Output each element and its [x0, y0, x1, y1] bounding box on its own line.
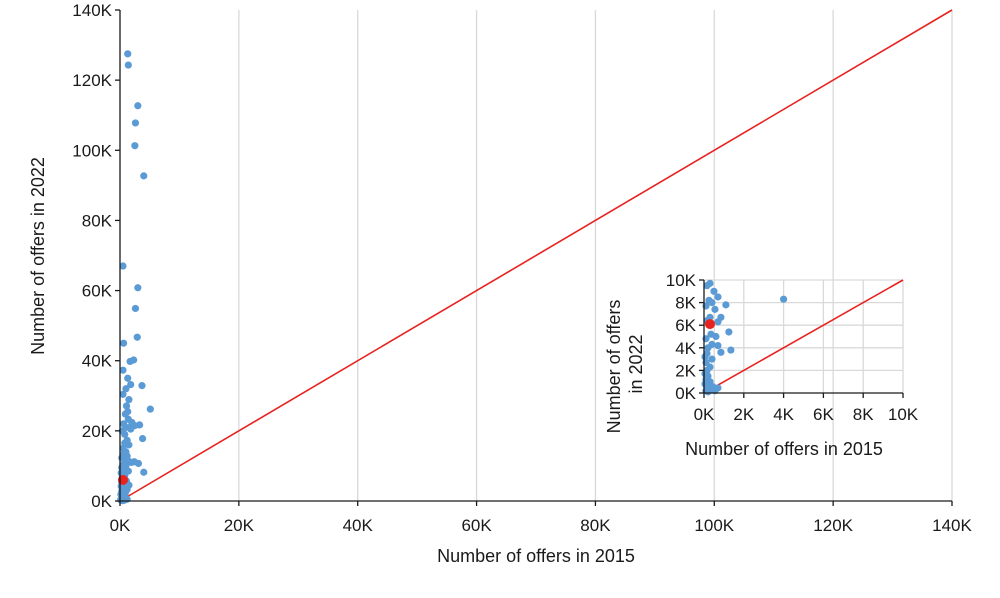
main-data-point	[126, 357, 134, 366]
inset-y-tick-label: 10K	[666, 271, 697, 290]
inset-x-axis-title: Number of offers in 2015	[685, 439, 883, 459]
inset-y-axis-title: Number of offers in 2022	[604, 295, 646, 434]
main-data-point	[122, 402, 131, 410]
main-y-tick-label: 120K	[72, 71, 112, 90]
main-data-point	[125, 396, 133, 404]
inset-points	[701, 279, 788, 396]
inset-data-point	[714, 318, 722, 326]
main-y-tick-label: 40K	[82, 352, 113, 371]
inset-y-tick-label: 8K	[675, 294, 696, 313]
main-y-tick-label: 0K	[91, 492, 112, 511]
inset-highlight-point	[704, 319, 715, 330]
main-y-tick-label: 60K	[82, 282, 113, 301]
inset-x-tick-label: 4K	[773, 405, 794, 424]
main-data-point	[131, 304, 140, 313]
main-x-axis-title: Number of offers in 2015	[437, 546, 635, 566]
main-reference-line-group	[119, 9, 953, 502]
inset-x-tick-label: 10K	[888, 405, 919, 424]
main-data-point	[122, 385, 130, 393]
main-y-axis-title: Number of offers in 2022	[28, 157, 48, 355]
inset-data-point	[714, 341, 722, 350]
main-data-point	[127, 458, 135, 467]
main-x-tick-label: 40K	[343, 516, 374, 535]
inset-data-point	[708, 355, 716, 363]
inset-data-point	[703, 282, 711, 290]
main-data-point	[138, 434, 147, 443]
inset-y-tick-label: 4K	[675, 339, 696, 358]
main-data-point	[119, 390, 127, 398]
inset-x-tick-label: 0K	[694, 405, 715, 424]
main-data-point	[138, 382, 146, 390]
main-data-point	[131, 119, 140, 127]
main-data-point	[140, 172, 148, 180]
inset-data-point	[727, 346, 735, 354]
main-data-point	[119, 262, 127, 270]
main-x-tick-label: 100K	[694, 516, 734, 535]
main-gridlines	[238, 10, 953, 501]
main-data-point	[131, 142, 139, 150]
main-data-point	[124, 61, 132, 69]
inset-x-tick-label: 6K	[813, 405, 834, 424]
main-data-point	[133, 333, 141, 341]
main-y-tick-label: 80K	[82, 211, 113, 230]
inset-x-tick-label: 8K	[853, 405, 874, 424]
main-reference-line	[119, 9, 953, 502]
inset-y-axis-title-line-1: Number of offers	[604, 300, 624, 434]
inset-y-axis-title-line-2: in 2022	[626, 334, 646, 393]
inset-x-tick-labels: 0K 2K 4K 6K 8K 10K	[694, 405, 919, 424]
main-y-tick-labels: 0K 20K 40K 60K 80K 100K 120K 140K	[72, 1, 112, 511]
main-x-tick-label: 140K	[932, 516, 972, 535]
inset-data-point	[717, 348, 725, 356]
main-data-point	[121, 410, 129, 418]
main-axes	[115, 9, 953, 506]
main-data-point	[134, 102, 142, 110]
inset-plot: 0K 2K 4K 6K 8K 10K 0K 2K 4K 6K 8K 10K Number of of…	[604, 271, 919, 459]
main-data-point	[124, 50, 132, 58]
inset-data-point	[780, 295, 788, 303]
inset-reference-line	[703, 279, 904, 394]
main-data-point	[140, 468, 148, 476]
main-y-tick-label: 100K	[72, 141, 112, 160]
inset-data-point	[711, 305, 719, 313]
main-y-tick-label: 140K	[72, 1, 112, 20]
main-plot: 0K 20K 40K 60K 80K 100K 120K 140K 0K 20K 40K 60K 80…	[28, 1, 973, 566]
main-data-point	[119, 366, 127, 374]
inset-x-tick-label: 2K	[733, 405, 754, 424]
inset-y-tick-label: 6K	[675, 316, 696, 335]
main-data-point	[146, 405, 154, 413]
inset-axes	[699, 279, 904, 398]
inset-data-point	[707, 330, 715, 338]
inset-reference-line-group	[703, 279, 904, 394]
main-data-point	[134, 284, 142, 292]
main-x-tick-labels: 0K 20K 40K 60K 80K 100K 120K 140K	[110, 516, 973, 535]
inset-data-point	[710, 287, 718, 295]
inset-data-point	[725, 328, 733, 336]
main-x-tick-label: 120K	[813, 516, 853, 535]
main-data-point	[134, 459, 143, 468]
inset-y-tick-label: 0K	[675, 384, 696, 403]
main-points	[116, 50, 154, 505]
inset-y-tick-labels: 0K 2K 4K 6K 8K 10K	[666, 271, 697, 403]
inset-y-tick-label: 2K	[675, 361, 696, 380]
main-data-point	[121, 430, 129, 438]
inset-data-point	[708, 299, 716, 307]
inset-data-point	[701, 353, 709, 361]
main-data-point	[119, 339, 128, 347]
main-data-point	[127, 425, 135, 433]
main-data-point	[127, 380, 135, 389]
main-data-point	[124, 374, 132, 382]
main-x-tick-label: 0K	[110, 516, 131, 535]
main-x-tick-label: 60K	[461, 516, 492, 535]
main-x-tick-label: 20K	[224, 516, 255, 535]
main-x-tick-label: 80K	[580, 516, 611, 535]
main-y-tick-label: 20K	[82, 422, 113, 441]
inset-data-point	[722, 301, 730, 309]
main-data-point	[125, 441, 133, 449]
inset-data-point	[714, 293, 722, 301]
inset-data-point	[704, 388, 712, 396]
inset-data-point	[704, 344, 712, 352]
